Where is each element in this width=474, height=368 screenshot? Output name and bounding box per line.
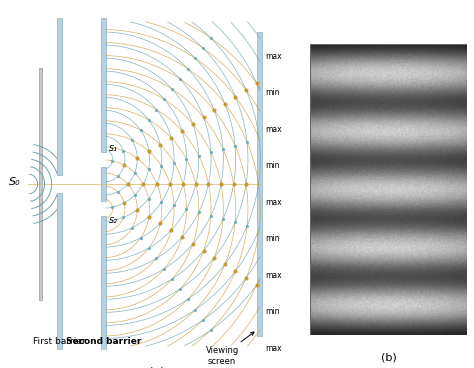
Bar (57, 18, 62, 175)
Text: max: max (265, 344, 282, 353)
Text: max: max (265, 271, 282, 280)
Text: min: min (265, 161, 280, 170)
Text: Viewing
screen: Viewing screen (206, 332, 254, 366)
Text: min: min (265, 88, 280, 97)
Text: S₀: S₀ (9, 177, 20, 187)
Text: max: max (265, 198, 282, 207)
Bar (101, 216, 106, 350)
Text: min: min (265, 308, 280, 316)
Text: First barrier: First barrier (33, 337, 86, 346)
Bar (57, 193, 62, 350)
Text: s₂: s₂ (109, 216, 118, 226)
Text: max: max (265, 52, 282, 60)
Bar (101, 18, 106, 152)
Bar (257, 32, 262, 336)
Bar (101, 167, 106, 201)
Text: Second barrier: Second barrier (65, 337, 141, 346)
Text: (b): (b) (381, 352, 397, 362)
Text: min: min (265, 234, 280, 243)
Text: (a): (a) (149, 366, 164, 368)
Text: s₁: s₁ (109, 142, 118, 152)
Text: max: max (265, 125, 282, 134)
Bar (39, 68, 42, 300)
